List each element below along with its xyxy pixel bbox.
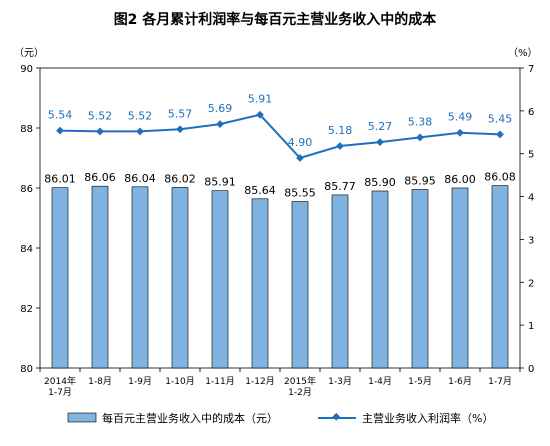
right-axis-tick-label: 1 <box>528 321 534 332</box>
right-axis-tick-label: 4 <box>528 193 534 204</box>
line-point <box>216 120 224 129</box>
bar-data-label: 86.00 <box>444 173 476 186</box>
bar-data-label: 85.64 <box>244 184 276 197</box>
x-axis-tick-label: 1-11月 <box>205 376 234 387</box>
x-axis-tick-label: 1-6月 <box>448 376 472 387</box>
left-axis-tick-label: 84 <box>20 244 33 255</box>
legend-line-marker <box>332 412 341 421</box>
x-axis-tick-label: 1-8月 <box>88 376 112 387</box>
left-axis-tick-label: 90 <box>20 64 33 75</box>
line-data-label: 5.38 <box>408 115 433 128</box>
line-data-label: 5.91 <box>248 93 273 106</box>
x-axis-tick-label: 1-4月 <box>368 376 392 387</box>
bar-data-label: 86.08 <box>484 171 516 184</box>
line-point <box>416 133 424 142</box>
line-point <box>376 138 384 147</box>
left-axis-tick-label: 88 <box>20 124 33 135</box>
left-axis-tick-label: 86 <box>20 184 33 195</box>
line-series <box>59 113 501 160</box>
legend-line-label: 主营业务收入利润率（%） <box>362 411 493 425</box>
bar-data-label: 86.01 <box>44 173 76 186</box>
bar <box>51 187 69 369</box>
line-data-label: 5.54 <box>48 109 73 122</box>
line-data-label: 5.18 <box>328 124 353 137</box>
bar <box>171 187 189 369</box>
legend-bar-label: 每百元主营业务收入中的成本（元） <box>102 411 278 425</box>
bar-data-label: 86.06 <box>84 171 116 184</box>
line-data-label: 5.45 <box>488 112 513 125</box>
legend: 每百元主营业务收入中的成本（元） 主营业务收入利润率（%） <box>67 411 493 425</box>
line-point <box>176 125 184 134</box>
x-axis-tick-label: 2014年 <box>44 375 76 387</box>
legend-bar-swatch <box>67 412 97 423</box>
bar <box>91 185 109 369</box>
bar <box>291 201 309 369</box>
line-data-label: 4.90 <box>288 136 313 149</box>
line-data-label: 5.27 <box>368 120 393 133</box>
bar <box>451 187 469 369</box>
x-axis-tick-label: 1-10月 <box>165 376 194 387</box>
line-point <box>456 128 464 137</box>
line-data-label: 5.52 <box>128 109 153 122</box>
line-data-label: 5.49 <box>448 111 473 124</box>
line-point <box>496 130 504 139</box>
bar <box>331 194 349 369</box>
right-axis-tick-label: 2 <box>528 278 534 289</box>
line-point <box>136 127 144 136</box>
bar-data-label: 85.90 <box>364 176 396 189</box>
bar <box>491 185 509 369</box>
x-axis-tick-label: 1-5月 <box>408 376 432 387</box>
bar-data-label: 85.55 <box>284 187 316 200</box>
line-point <box>56 126 64 135</box>
left-axis-tick-label: 80 <box>20 364 33 375</box>
bar-data-label: 85.77 <box>324 180 356 193</box>
right-axis-tick-label: 3 <box>528 235 534 246</box>
bar-data-label: 86.02 <box>164 172 196 185</box>
line-data-label: 5.69 <box>208 102 233 115</box>
bar-data-label: 86.04 <box>124 172 156 185</box>
left-axis-unit: （元） <box>14 47 44 59</box>
line-point <box>256 110 264 119</box>
line-data-label: 5.57 <box>168 107 193 120</box>
right-axis-tick-label: 5 <box>528 150 534 161</box>
right-axis-tick-label: 7 <box>528 64 534 75</box>
x-axis-tick-label: 1-7月 <box>48 387 72 398</box>
x-axis-tick-label: 1-2月 <box>288 387 312 398</box>
left-axis-tick-label: 82 <box>20 304 33 315</box>
x-axis-tick-label: 1-9月 <box>128 376 152 387</box>
right-axis-unit: （%） <box>508 47 538 59</box>
bar <box>131 186 149 369</box>
x-axis-tick-label: 1-7月 <box>488 376 512 387</box>
right-axis-tick-label: 0 <box>528 364 534 375</box>
chart-title: 图2 各月累计利润率与每百元主营业务收入中的成本 <box>114 11 438 28</box>
x-axis-tick-label: 2015年 <box>284 375 316 387</box>
bar-data-label: 85.95 <box>404 175 436 188</box>
bar <box>411 189 429 369</box>
bar <box>251 198 269 369</box>
x-axis-tick-label: 1-12月 <box>245 376 274 387</box>
line-point <box>336 142 344 150</box>
bar <box>371 190 389 369</box>
line-data-label: 5.52 <box>88 109 113 122</box>
bar-data-label: 85.91 <box>204 176 236 189</box>
x-axis-tick-label: 1-3月 <box>328 376 352 387</box>
right-axis-tick-label: 6 <box>528 107 534 118</box>
line-point <box>96 127 104 136</box>
bar <box>211 190 229 369</box>
